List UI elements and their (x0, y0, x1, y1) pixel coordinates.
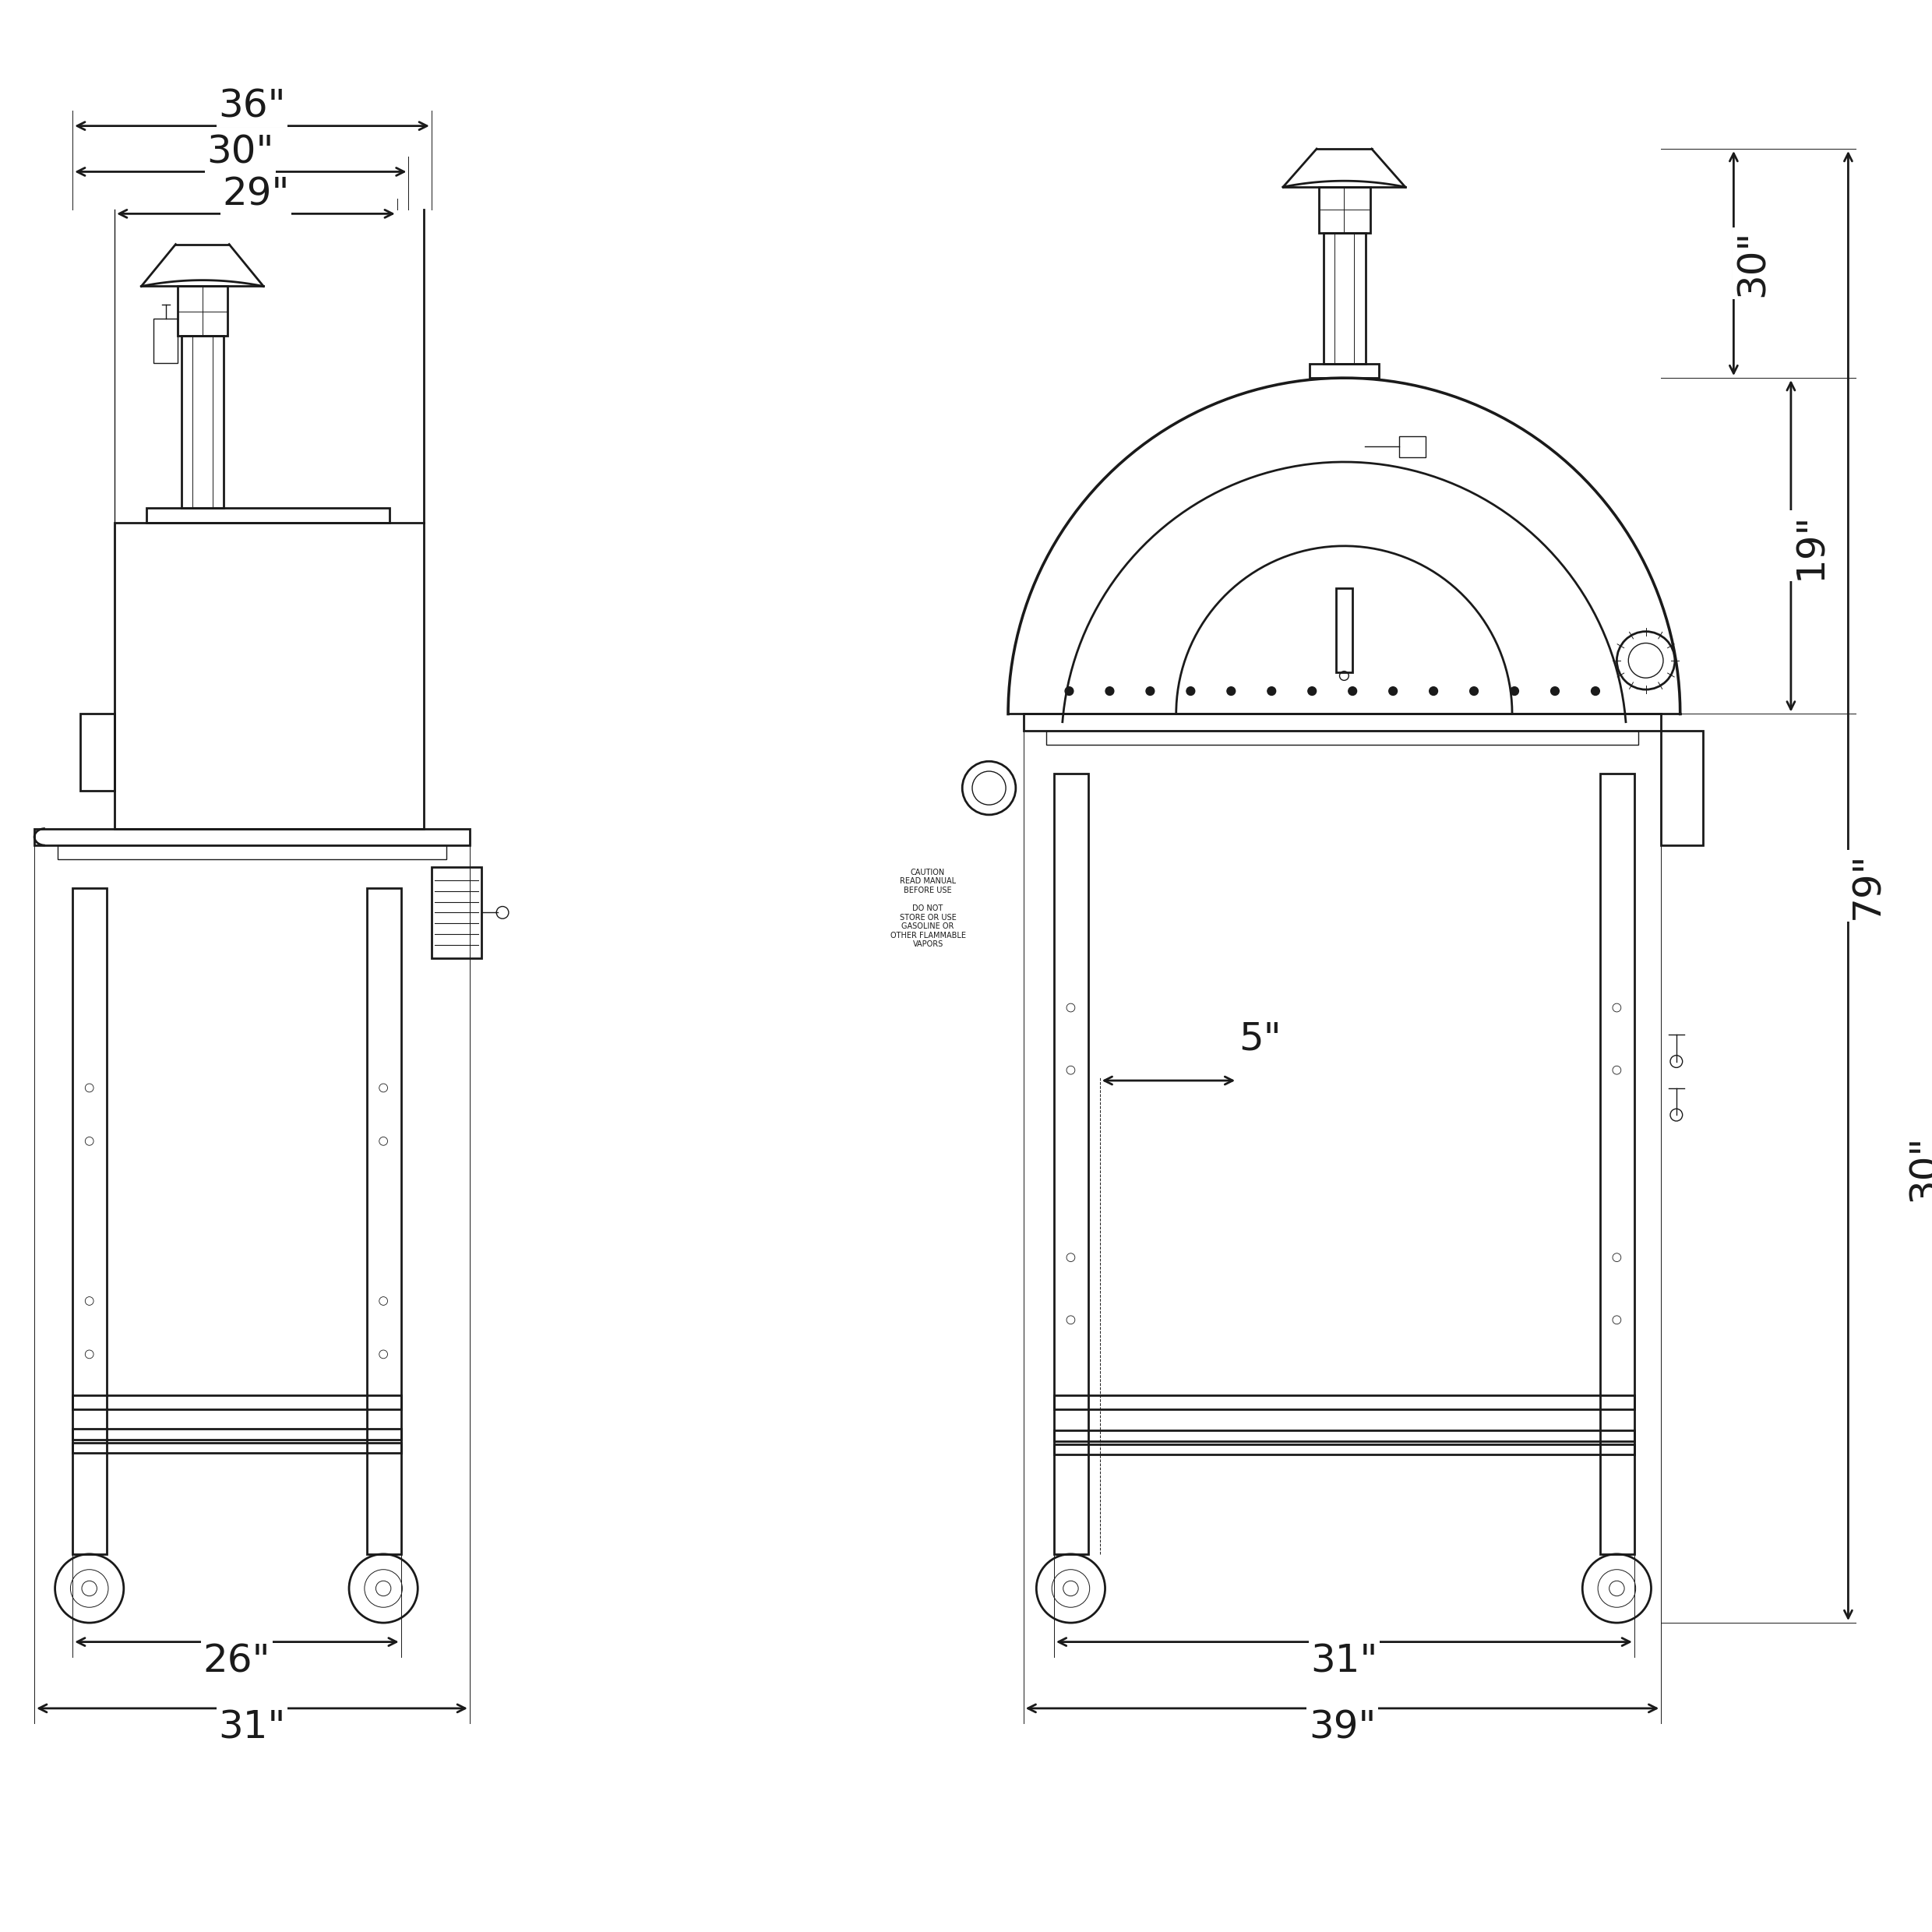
Text: 31": 31" (1310, 1642, 1378, 1679)
Bar (1055, 1395, 1634, 1408)
Bar (73, 1443, 402, 1453)
Bar (1055, 1443, 1634, 1455)
Bar (73, 1395, 402, 1408)
Circle shape (1551, 688, 1559, 696)
Text: 36": 36" (218, 89, 286, 126)
Circle shape (1105, 688, 1115, 696)
Bar (1055, 773, 1088, 1553)
Bar (1055, 1430, 1634, 1441)
Bar (1323, 234, 1366, 365)
Bar (1335, 587, 1352, 672)
Bar (367, 889, 402, 1553)
Circle shape (1065, 688, 1074, 696)
Bar (1310, 365, 1379, 379)
Circle shape (1592, 688, 1600, 696)
Circle shape (1146, 688, 1153, 696)
Text: 31": 31" (218, 1710, 286, 1747)
Text: 39": 39" (1308, 1710, 1376, 1747)
Text: 79": 79" (1849, 852, 1886, 920)
Text: 5": 5" (1238, 1020, 1281, 1057)
Bar (1662, 730, 1704, 846)
Bar (114, 524, 423, 829)
Bar (1399, 437, 1426, 458)
Circle shape (1308, 688, 1316, 696)
Bar (58, 846, 446, 860)
Circle shape (1430, 688, 1437, 696)
Circle shape (1389, 688, 1397, 696)
Bar (73, 889, 106, 1553)
Bar (153, 319, 178, 363)
Bar (35, 829, 469, 846)
Text: 26": 26" (203, 1642, 270, 1679)
Bar (431, 867, 481, 958)
Circle shape (1267, 688, 1275, 696)
Text: 30": 30" (1907, 1134, 1932, 1202)
Circle shape (1349, 688, 1356, 696)
Bar (178, 286, 228, 336)
Bar (1024, 715, 1662, 730)
Bar (81, 715, 114, 790)
Circle shape (1511, 688, 1519, 696)
Bar (182, 336, 224, 508)
Bar (1047, 730, 1638, 744)
Text: CAUTION
READ MANUAL
BEFORE USE

DO NOT
STORE OR USE
GASOLINE OR
OTHER FLAMMABLE
: CAUTION READ MANUAL BEFORE USE DO NOT ST… (891, 867, 966, 949)
Bar (1320, 187, 1370, 234)
Bar (1600, 773, 1634, 1553)
Circle shape (1186, 688, 1194, 696)
Text: 30": 30" (1735, 230, 1772, 298)
Text: 29": 29" (222, 176, 290, 213)
Circle shape (1470, 688, 1478, 696)
Bar (73, 1430, 402, 1439)
Circle shape (1227, 688, 1235, 696)
Text: 19": 19" (1791, 512, 1830, 580)
Text: 30": 30" (207, 133, 274, 172)
Bar (147, 508, 390, 524)
